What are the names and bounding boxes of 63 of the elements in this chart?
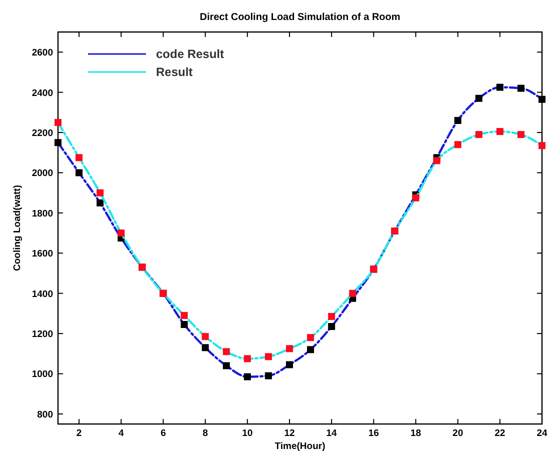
point bbox=[286, 345, 293, 352]
y-tick-label: 1200 bbox=[32, 329, 53, 340]
point bbox=[307, 346, 314, 354]
point bbox=[202, 333, 209, 340]
point bbox=[118, 230, 125, 237]
x-tick-label: 18 bbox=[410, 428, 422, 439]
point bbox=[286, 361, 293, 368]
point bbox=[54, 118, 62, 126]
legend-label: code Result bbox=[156, 47, 224, 61]
point bbox=[54, 139, 62, 146]
point bbox=[475, 94, 482, 102]
point bbox=[202, 344, 209, 352]
point bbox=[538, 142, 546, 150]
y-axis-title: Cooling Load(watt) bbox=[12, 184, 23, 272]
y-tick-label: 1600 bbox=[32, 248, 53, 260]
x-tick-label: 14 bbox=[326, 428, 338, 439]
point bbox=[264, 353, 272, 360]
point bbox=[76, 169, 83, 176]
point bbox=[496, 84, 504, 91]
point bbox=[328, 323, 336, 330]
x-tick-label: 2 bbox=[76, 428, 82, 439]
point bbox=[222, 348, 230, 356]
point bbox=[180, 320, 188, 328]
point bbox=[433, 157, 440, 164]
legend-label: Result bbox=[156, 65, 193, 79]
chart-title: Direct Cooling Load Simulation of a Room bbox=[200, 12, 400, 23]
point bbox=[244, 355, 251, 362]
x-tick-label: 24 bbox=[536, 428, 548, 439]
x-tick-label: 6 bbox=[160, 428, 166, 439]
x-tick-label: 4 bbox=[118, 428, 124, 439]
x-tick-label: 10 bbox=[242, 428, 253, 439]
point bbox=[76, 154, 83, 162]
point bbox=[517, 131, 524, 138]
x-tick-label: 8 bbox=[202, 428, 208, 439]
y-tick-label: 800 bbox=[37, 409, 53, 420]
point bbox=[412, 194, 420, 202]
point bbox=[328, 312, 336, 320]
x-axis-title: Time(Hour) bbox=[274, 441, 326, 451]
point bbox=[96, 189, 104, 196]
point bbox=[538, 96, 546, 103]
y-tick-label: 2000 bbox=[32, 168, 53, 180]
y-tick-label: 2200 bbox=[32, 128, 53, 140]
point bbox=[517, 84, 524, 92]
x-tick-label: 16 bbox=[368, 428, 379, 439]
point bbox=[264, 372, 272, 380]
point bbox=[96, 199, 104, 206]
y-tick-label: 2600 bbox=[32, 48, 53, 59]
point bbox=[180, 312, 188, 319]
point bbox=[454, 141, 462, 148]
point bbox=[244, 373, 251, 380]
point bbox=[496, 128, 504, 136]
y-tick-label: 1000 bbox=[32, 369, 53, 380]
point bbox=[222, 362, 230, 370]
x-tick-label: 20 bbox=[452, 428, 464, 439]
point bbox=[454, 116, 462, 124]
point bbox=[475, 131, 482, 138]
x-tick-label: 22 bbox=[494, 428, 506, 439]
point bbox=[307, 334, 314, 342]
y-tick-label: 1800 bbox=[32, 208, 53, 220]
x-tick-label: 12 bbox=[284, 428, 295, 439]
point bbox=[349, 290, 356, 297]
y-tick-label: 1400 bbox=[32, 288, 53, 300]
y-tick-label: 2400 bbox=[32, 88, 53, 99]
